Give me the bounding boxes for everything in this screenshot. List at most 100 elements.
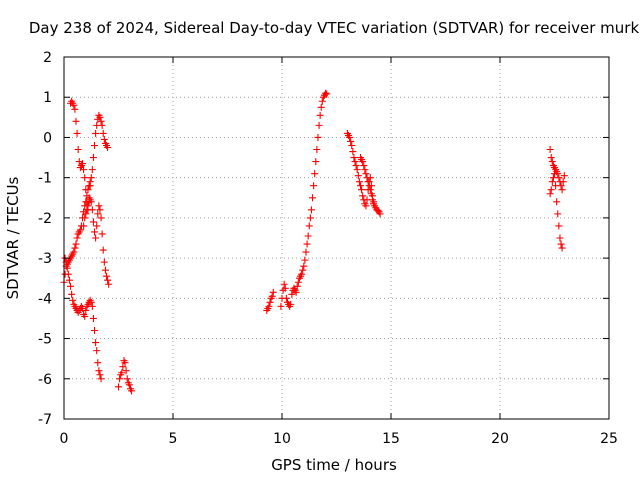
data-point bbox=[301, 256, 309, 264]
data-point bbox=[288, 290, 296, 298]
data-point bbox=[370, 200, 378, 208]
data-point bbox=[70, 101, 78, 109]
data-point bbox=[97, 214, 105, 222]
data-point bbox=[558, 244, 566, 252]
data-point bbox=[122, 367, 130, 375]
data-point bbox=[63, 264, 71, 272]
data-point bbox=[87, 198, 95, 206]
chart-title: Day 238 of 2024, Sidereal Day-to-day VTE… bbox=[29, 19, 640, 37]
data-point bbox=[354, 172, 362, 180]
ticks-layer bbox=[63, 56, 610, 420]
data-point bbox=[95, 202, 103, 210]
data-point bbox=[358, 186, 366, 194]
data-point bbox=[368, 196, 376, 204]
data-point bbox=[292, 288, 300, 296]
data-point bbox=[88, 302, 96, 310]
data-point bbox=[557, 240, 565, 248]
data-point bbox=[362, 202, 370, 210]
data-point bbox=[64, 270, 72, 278]
data-point bbox=[97, 117, 105, 125]
data-point bbox=[298, 270, 306, 278]
data-point bbox=[72, 240, 80, 248]
data-point bbox=[318, 97, 326, 105]
data-point bbox=[281, 284, 289, 292]
data-point bbox=[100, 258, 108, 266]
y-axis-label: SDTVAR / TECUs bbox=[4, 176, 22, 299]
data-point bbox=[92, 339, 100, 347]
data-point bbox=[558, 186, 566, 194]
data-point bbox=[361, 166, 369, 174]
data-point bbox=[359, 158, 367, 166]
data-point bbox=[555, 222, 563, 230]
data-point bbox=[549, 174, 557, 182]
plot-frame bbox=[63, 56, 610, 420]
data-point bbox=[72, 117, 80, 125]
data-point bbox=[123, 375, 131, 383]
y-tick-label: -1 bbox=[38, 171, 52, 187]
y-tick-label: -2 bbox=[38, 211, 52, 227]
data-point bbox=[81, 312, 89, 320]
data-point bbox=[125, 381, 133, 389]
x-tick-label: 15 bbox=[382, 431, 400, 447]
data-point bbox=[547, 186, 555, 194]
data-point bbox=[310, 182, 318, 190]
data-point bbox=[353, 166, 361, 174]
data-point bbox=[546, 190, 554, 198]
data-point bbox=[91, 141, 99, 149]
data-point bbox=[356, 182, 364, 190]
data-point bbox=[322, 89, 330, 97]
data-point bbox=[93, 222, 101, 230]
data-point bbox=[311, 170, 319, 178]
data-point bbox=[266, 298, 274, 306]
data-point bbox=[277, 302, 285, 310]
data-point bbox=[346, 133, 354, 141]
data-point bbox=[366, 186, 374, 194]
data-point bbox=[355, 178, 363, 186]
data-point bbox=[89, 314, 97, 322]
data-point bbox=[553, 198, 561, 206]
x-tick-label: 5 bbox=[169, 431, 178, 447]
data-point bbox=[82, 186, 90, 194]
data-point bbox=[312, 158, 320, 166]
data-point bbox=[365, 182, 373, 190]
data-point bbox=[68, 290, 76, 298]
x-axis-label: GPS time / hours bbox=[271, 456, 397, 474]
data-point bbox=[71, 105, 79, 113]
data-point bbox=[91, 327, 99, 335]
data-point bbox=[128, 387, 136, 395]
data-point bbox=[121, 359, 129, 367]
data-point bbox=[95, 367, 103, 375]
data-point bbox=[101, 266, 109, 274]
data-point bbox=[376, 210, 384, 218]
data-point bbox=[360, 162, 368, 170]
data-point bbox=[80, 166, 88, 174]
data-point bbox=[88, 166, 96, 174]
data-point bbox=[86, 182, 94, 190]
data-point bbox=[287, 300, 295, 308]
data-point bbox=[89, 218, 97, 226]
data-point bbox=[315, 121, 323, 129]
data-point bbox=[70, 248, 78, 256]
data-point bbox=[554, 210, 562, 218]
data-point bbox=[293, 282, 301, 290]
data-point bbox=[317, 103, 325, 111]
data-point bbox=[282, 294, 290, 302]
data-point bbox=[546, 146, 554, 154]
data-point bbox=[303, 240, 311, 248]
data-point bbox=[350, 154, 358, 162]
data-point bbox=[115, 383, 122, 391]
data-point bbox=[309, 194, 317, 202]
data-point bbox=[89, 154, 97, 162]
data-point bbox=[103, 272, 111, 280]
data-point bbox=[119, 363, 127, 371]
data-point bbox=[269, 288, 277, 296]
data-point bbox=[81, 214, 89, 222]
data-point bbox=[104, 276, 112, 284]
data-point bbox=[268, 292, 276, 300]
data-point bbox=[299, 266, 307, 274]
points-layer bbox=[60, 89, 568, 395]
data-point bbox=[307, 206, 315, 214]
data-point bbox=[99, 129, 107, 137]
